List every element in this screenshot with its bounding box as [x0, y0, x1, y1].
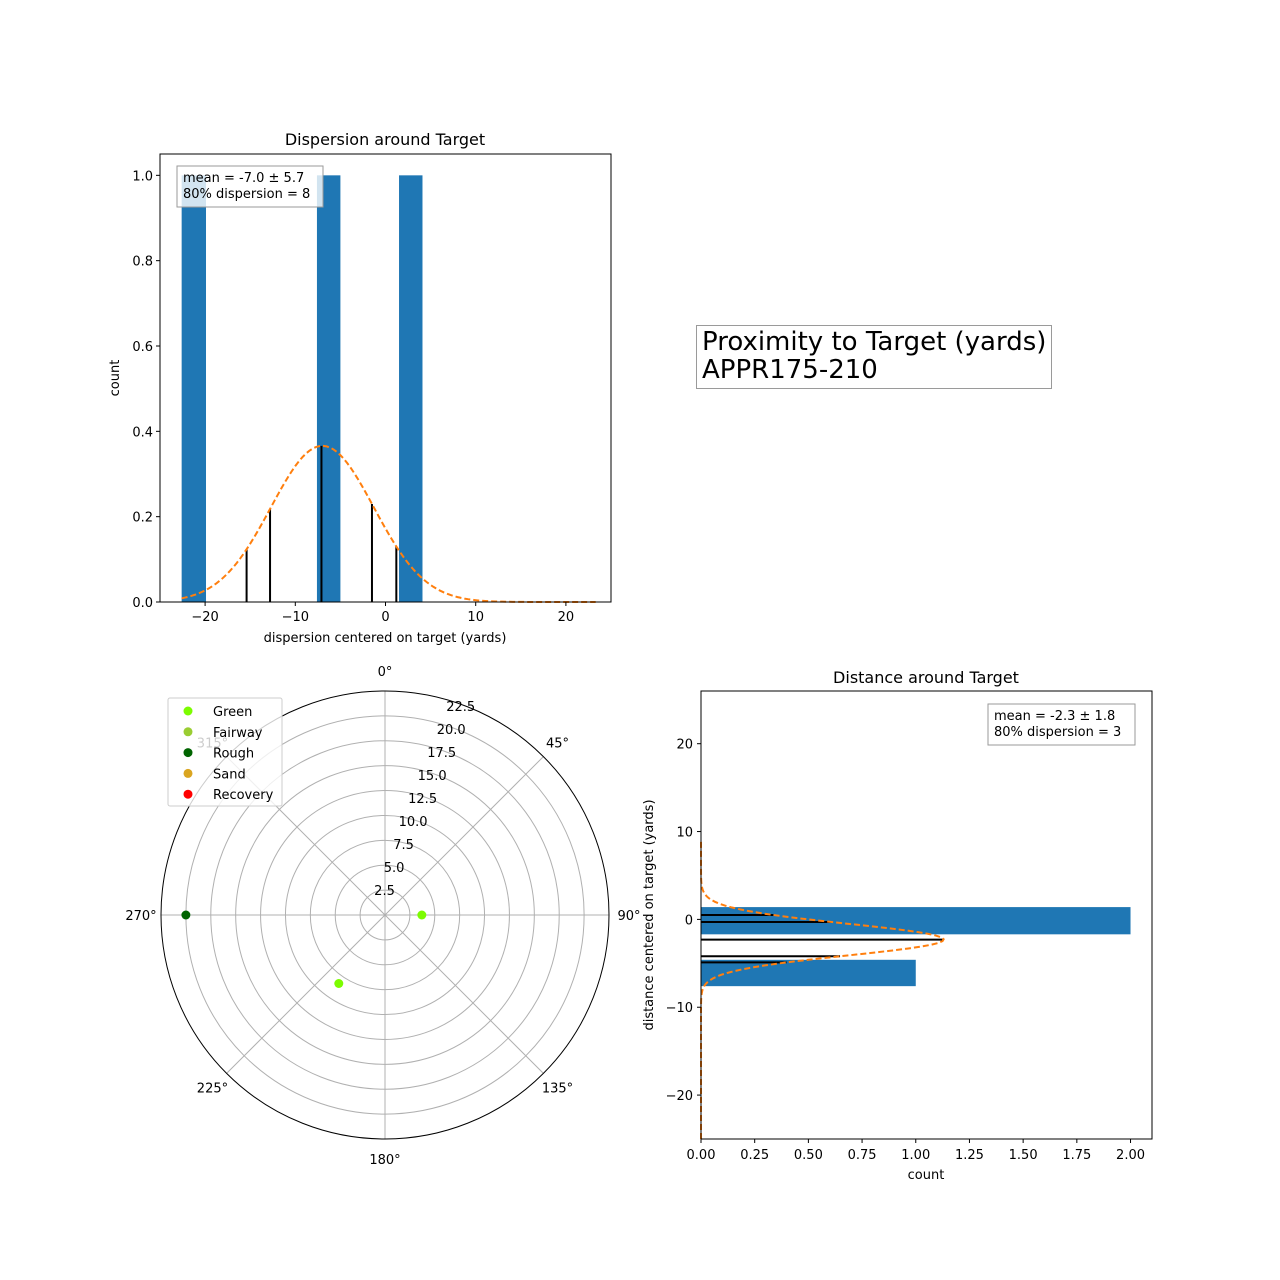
polar-r-label: 2.5 [374, 884, 395, 899]
polar-theta-label: 90° [617, 909, 640, 924]
distance-bar [701, 959, 916, 987]
dispersion-ytick-label: 0.2 [132, 511, 153, 526]
polar-theta-label: 225° [197, 1082, 228, 1097]
distance-xtick-label: 1.25 [955, 1148, 984, 1163]
polar-frame [160, 690, 610, 1140]
dispersion-normal-curve [181, 444, 596, 603]
dispersion-bar [181, 175, 207, 603]
dispersion-ytick-label: 0.8 [132, 255, 153, 270]
polar-point [181, 910, 191, 920]
dispersion-ytick-label: 0.6 [132, 340, 153, 355]
distance-ytick-label: 20 [676, 738, 693, 753]
distance-annotation-mean: mean = -2.3 ± 1.8 [994, 709, 1115, 724]
dispersion-xtick-label: 0 [381, 610, 389, 625]
distance-ytick-label: 10 [676, 826, 693, 841]
dispersion-annotation-spread: 80% dispersion = 8 [183, 187, 310, 202]
distance-xtick-label: 2.00 [1116, 1148, 1145, 1163]
dispersion-annotation: mean = -7.0 ± 5.7 80% dispersion = 8 [176, 165, 324, 208]
legend-label: Sand [213, 767, 246, 782]
dispersion-xtick-label: −20 [191, 610, 218, 625]
distance-ytick-label: −20 [666, 1089, 693, 1104]
polar-grid-spoke [226, 914, 386, 1074]
legend-marker [183, 727, 193, 737]
polar-r-label: 12.5 [408, 792, 437, 807]
distance-xtick-label: 1.50 [1009, 1148, 1038, 1163]
polar-r-label: 20.0 [437, 723, 466, 738]
polar-grid-spoke [384, 756, 544, 916]
polar-legend: Green Fairway Rough Sand Recovery [167, 697, 283, 807]
distance-bar [701, 907, 1131, 935]
polar-r-label: 10.0 [399, 815, 428, 830]
polar-r-label: 22.5 [446, 700, 475, 715]
distance-xtick-label: 0.00 [687, 1148, 716, 1163]
legend-marker [183, 768, 193, 778]
distance-ylabel: distance centered on target (yards) [642, 799, 657, 1030]
legend-marker [183, 748, 193, 758]
polar-grid-spoke [384, 914, 544, 1074]
distance-xtick-label: 0.25 [740, 1148, 769, 1163]
polar-theta-label: 45° [546, 736, 569, 751]
dispersion-bar [316, 175, 341, 603]
legend-label: Green [213, 705, 252, 720]
dispersion-xtick-label: −10 [282, 610, 309, 625]
dispersion-chart: Dispersion around Target −20 −10 0 10 20 0.0… [108, 130, 612, 646]
dispersion-xtick-label: 10 [467, 610, 484, 625]
distance-xlabel: count [908, 1168, 945, 1183]
legend-marker [183, 789, 193, 799]
legend-marker [183, 706, 193, 716]
dispersion-xtick-label: 20 [558, 610, 575, 625]
distance-chart: Distance around Target 0.00 0.25 0.50 0.75 1… [642, 668, 1153, 1183]
dispersion-plot-frame [159, 153, 612, 603]
polar-chart: 0°45°90°135°180°225°270°315° 2.55.07.510… [125, 665, 640, 1168]
distance-annotation-spread: 80% dispersion = 3 [994, 725, 1121, 740]
distance-xtick-label: 1.00 [901, 1148, 930, 1163]
figure-title-box: Proximity to Target (yards) APPR175-210 [696, 325, 1053, 389]
distance-title: Distance around Target [833, 668, 1019, 687]
polar-theta-label: 180° [369, 1153, 400, 1168]
distance-xtick-label: 1.75 [1062, 1148, 1091, 1163]
figure-title: Proximity to Target (yards) [702, 327, 1047, 357]
polar-point [334, 979, 344, 989]
dispersion-ytick-label: 0.4 [132, 425, 153, 440]
distance-xtick-label: 0.75 [848, 1148, 877, 1163]
dispersion-annotation-mean: mean = -7.0 ± 5.7 [183, 171, 304, 186]
polar-r-label: 7.5 [393, 838, 414, 853]
distance-xtick-label: 0.50 [794, 1148, 823, 1163]
dispersion-title: Dispersion around Target [285, 130, 485, 149]
distance-normal-curve [700, 840, 945, 1139]
dispersion-ytick-label: 1.0 [132, 169, 153, 184]
dispersion-bar [399, 175, 423, 603]
figure-subtitle: APPR175-210 [702, 355, 878, 385]
polar-theta-label: 270° [125, 909, 156, 924]
polar-theta-label: 135° [542, 1082, 573, 1097]
legend-label: Fairway [213, 726, 263, 741]
dispersion-ylabel: count [108, 360, 123, 397]
distance-annotation: mean = -2.3 ± 1.8 80% dispersion = 3 [987, 703, 1136, 746]
legend-label: Rough [213, 747, 254, 762]
polar-r-label: 5.0 [384, 861, 405, 876]
legend-label: Recovery [213, 788, 274, 803]
polar-point [417, 910, 427, 920]
polar-r-label: 17.5 [427, 746, 456, 761]
dispersion-xlabel: dispersion centered on target (yards) [264, 631, 507, 646]
distance-ytick-label: 0 [685, 913, 693, 928]
polar-r-label: 15.0 [418, 769, 447, 784]
polar-theta-label: 0° [378, 665, 393, 680]
distance-plot-frame [700, 690, 1153, 1140]
distance-ytick-label: −10 [666, 1001, 693, 1016]
dispersion-ytick-label: 0.0 [132, 596, 153, 611]
